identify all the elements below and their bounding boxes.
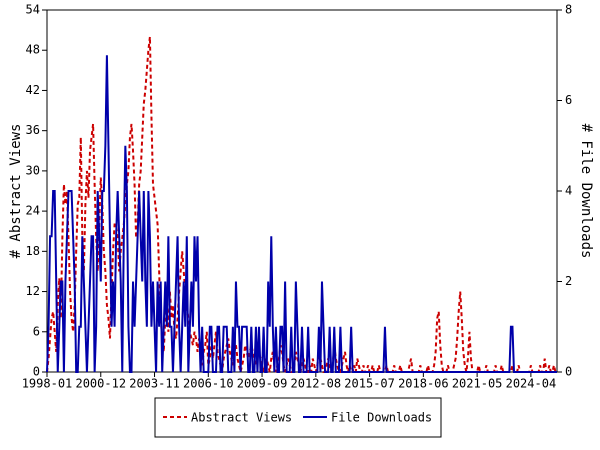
y2-tick-label: 6	[565, 93, 572, 107]
y-tick-label: 54	[26, 3, 40, 17]
y-tick-label: 0	[33, 365, 40, 379]
y-tick-label: 36	[26, 123, 40, 137]
x-tick-label: 2009-09	[237, 377, 288, 391]
y-tick-label: 42	[26, 83, 40, 97]
x-tick-label: 2021-05	[452, 377, 503, 391]
legend-box	[154, 397, 442, 438]
y2-tick-label: 2	[565, 274, 572, 288]
x-tick-label: 2018-06	[398, 377, 449, 391]
y-tick-label: 18	[26, 244, 40, 258]
y-tick-label: 24	[26, 204, 40, 218]
y2-tick-label: 4	[565, 184, 572, 198]
x-tick-label: 2012-08	[291, 377, 342, 391]
y-axis-title: # Abstract Views	[8, 124, 24, 259]
y-tick-label: 6	[33, 324, 40, 338]
x-tick-label: 2015-07	[344, 377, 395, 391]
y-tick-label: 30	[26, 163, 40, 177]
y-tick-label: 12	[26, 284, 40, 298]
y2-tick-label: 0	[565, 365, 572, 379]
x-tick-label: 2024-04	[506, 377, 557, 391]
legend-label: Abstract Views	[191, 411, 292, 425]
y2-tick-label: 8	[565, 3, 572, 17]
x-tick-label: 1998-01	[22, 377, 73, 391]
series-line	[46, 36, 557, 373]
x-tick-label: 2003-11	[129, 377, 180, 391]
series-line	[46, 55, 557, 373]
y-tick-label: 48	[26, 43, 40, 57]
y2-axis-title: # File Downloads	[578, 124, 594, 259]
legend-label: File Downloads	[331, 411, 432, 425]
x-tick-label: 2006-10	[183, 377, 234, 391]
x-tick-label: 2000-12	[75, 377, 126, 391]
